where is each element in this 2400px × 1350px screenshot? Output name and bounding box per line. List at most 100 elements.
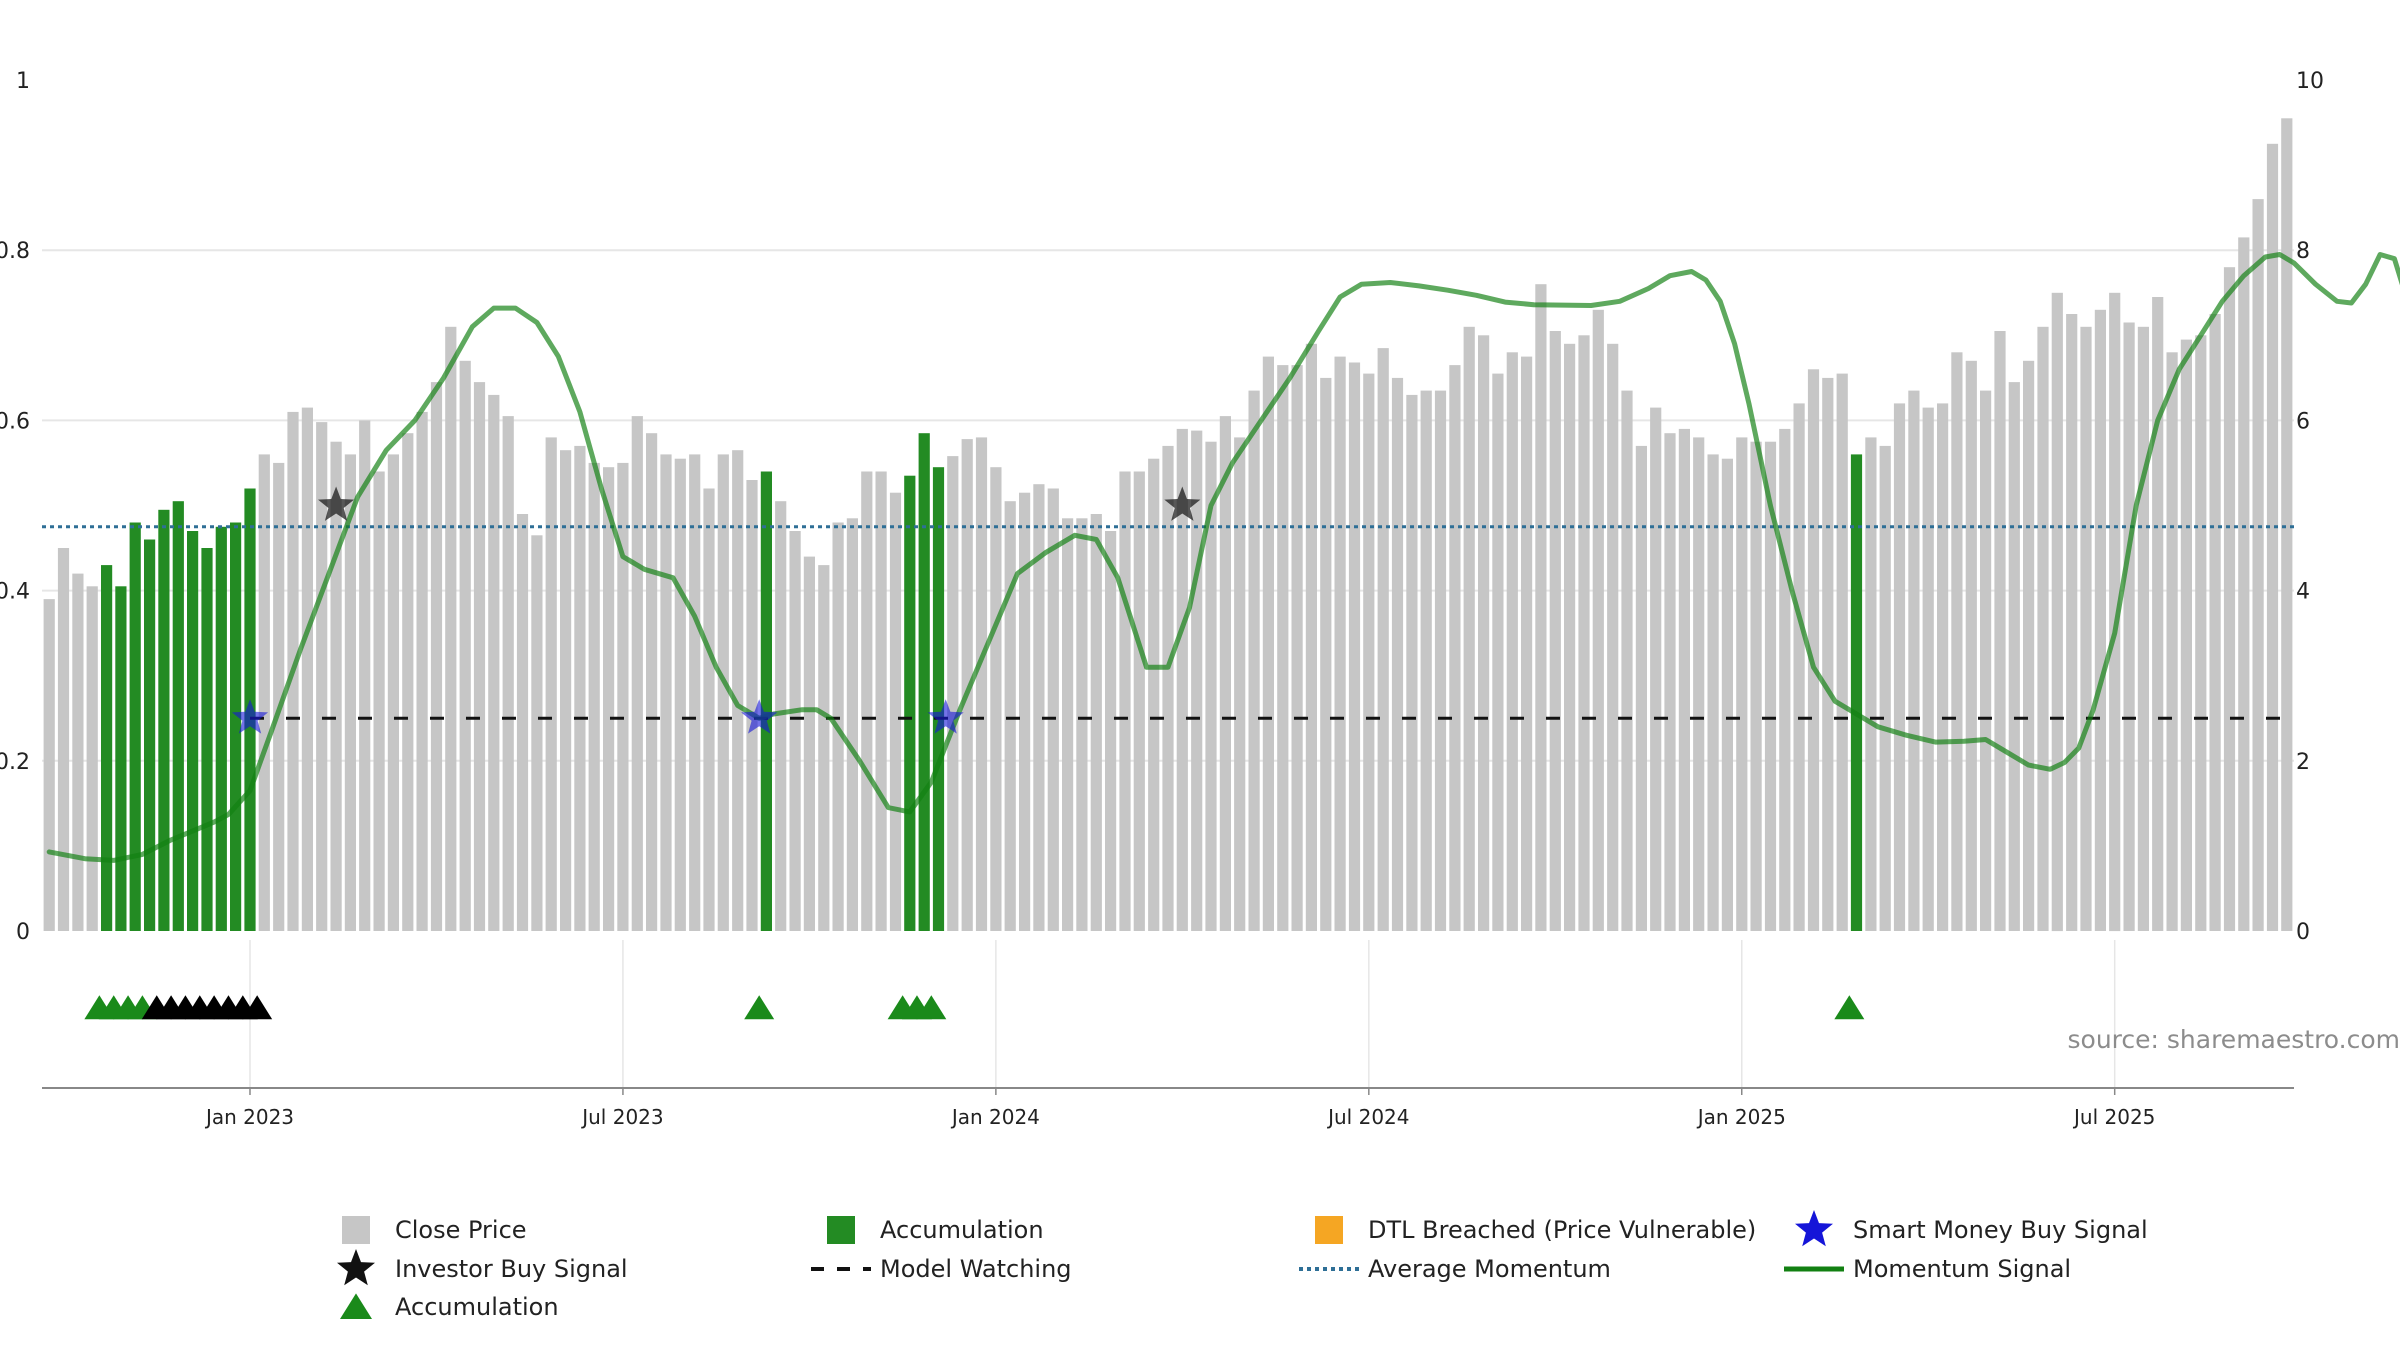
price-bar bbox=[1434, 390, 1447, 932]
price-bar bbox=[1148, 458, 1160, 931]
price-bar bbox=[1922, 407, 1934, 932]
price-bar bbox=[646, 433, 658, 931]
price-bar bbox=[1305, 343, 1317, 931]
price-bar bbox=[588, 462, 600, 931]
x-tick-label: Jul 2023 bbox=[580, 1105, 663, 1129]
price-bar bbox=[1822, 377, 1834, 931]
price-bar bbox=[861, 471, 873, 931]
legend-item: DTL Breached (Price Vulnerable) bbox=[1315, 1216, 1756, 1244]
accumulation-triangle bbox=[242, 995, 273, 1020]
legend-label: Accumulation bbox=[395, 1293, 559, 1321]
price-bar bbox=[1664, 433, 1676, 931]
price-bar bbox=[86, 586, 98, 931]
right-tick-label: 10 bbox=[2296, 69, 2324, 94]
smart-money-buy-star bbox=[927, 699, 964, 734]
legend-label: DTL Breached (Price Vulnerable) bbox=[1368, 1216, 1756, 1244]
price-bar bbox=[1750, 441, 1762, 931]
price-bar bbox=[2037, 326, 2049, 931]
left-tick-label: 0.4 bbox=[0, 580, 30, 605]
x-tick-label: Jan 2024 bbox=[950, 1105, 1040, 1129]
price-bar bbox=[1764, 441, 1777, 931]
source-label: source: sharemaestro.com bbox=[2068, 1025, 2400, 1054]
accumulation-bar bbox=[115, 586, 127, 931]
investor-buy-star bbox=[318, 486, 355, 521]
price-bar bbox=[57, 548, 70, 931]
accumulation-bar bbox=[932, 467, 945, 931]
x-axis-ticks: Jan 2023 Jul 2023 Jan 2024 Jul 2024 Jan 2025… bbox=[204, 1088, 2155, 1129]
price-bar bbox=[1793, 403, 1805, 931]
price-bar bbox=[990, 467, 1002, 931]
price-bar bbox=[2066, 314, 2078, 931]
price-bar bbox=[1162, 445, 1174, 931]
accumulation-bar bbox=[158, 509, 170, 931]
legend-item: Accumulation bbox=[340, 1293, 559, 1321]
price-bar bbox=[373, 471, 385, 931]
x-tick-label: Jul 2024 bbox=[1326, 1105, 1409, 1129]
accumulation-triangle bbox=[744, 995, 775, 1020]
price-bar bbox=[1721, 458, 1733, 931]
legend-item: Accumulation bbox=[827, 1216, 1044, 1244]
accumulation-bar bbox=[172, 501, 184, 931]
price-bar bbox=[1176, 428, 1188, 931]
price-bar bbox=[301, 407, 313, 932]
price-bar bbox=[1707, 454, 1719, 931]
price-bar bbox=[387, 454, 399, 931]
price-bar bbox=[516, 514, 529, 931]
legend-label: Close Price bbox=[395, 1216, 527, 1244]
price-bar bbox=[1549, 331, 1561, 931]
price-bar bbox=[2223, 267, 2236, 931]
price-bar bbox=[1908, 390, 1920, 932]
price-bar bbox=[1492, 373, 1504, 932]
signal-lines bbox=[42, 252, 2400, 863]
legend-star-investor bbox=[337, 1249, 375, 1286]
x-tick-label: Jul 2025 bbox=[2072, 1105, 2155, 1129]
price-bar bbox=[1635, 445, 1647, 931]
price-bar bbox=[717, 454, 729, 931]
price-bar bbox=[2166, 352, 2178, 931]
accumulation-bar bbox=[201, 548, 213, 931]
price-bar bbox=[2281, 118, 2293, 932]
price-bar bbox=[975, 437, 988, 931]
legend-star-smart-money bbox=[1795, 1210, 1833, 1247]
legend: Close Price Accumulation DTL Breached (Pri… bbox=[337, 1210, 2148, 1321]
price-bar bbox=[2094, 309, 2106, 931]
legend-swatch-dtl-breached bbox=[1315, 1216, 1343, 1244]
legend-label: Average Momentum bbox=[1368, 1255, 1611, 1283]
price-bar bbox=[2008, 382, 2020, 932]
price-bar bbox=[402, 433, 414, 931]
price-bar bbox=[1592, 309, 1604, 931]
price-bar bbox=[43, 599, 55, 931]
price-bar bbox=[1090, 514, 1102, 931]
price-bar bbox=[961, 439, 973, 931]
right-tick-label: 2 bbox=[2296, 750, 2310, 775]
legend-item: Model Watching bbox=[811, 1255, 1072, 1283]
left-tick-label: 0 bbox=[16, 920, 30, 945]
accumulation-bar bbox=[129, 522, 141, 931]
price-bar bbox=[617, 462, 629, 931]
price-bar bbox=[2195, 335, 2207, 931]
price-bar bbox=[2137, 326, 2149, 931]
accumulation-bar bbox=[918, 433, 930, 931]
price-bar bbox=[1807, 369, 1820, 931]
legend-item: Close Price bbox=[342, 1216, 527, 1244]
legend-item: Investor Buy Signal bbox=[337, 1249, 628, 1286]
price-bar bbox=[1478, 335, 1490, 931]
legend-label: Momentum Signal bbox=[1853, 1255, 2071, 1283]
price-bar bbox=[1234, 437, 1246, 931]
price-bar bbox=[502, 416, 514, 932]
price-bar bbox=[1578, 335, 1590, 931]
price-bar bbox=[1277, 365, 1289, 932]
price-bar bbox=[1521, 356, 1533, 932]
price-bar bbox=[488, 394, 500, 931]
price-bar bbox=[889, 492, 902, 931]
price-bar bbox=[72, 573, 84, 931]
x-tick-label: Jan 2023 bbox=[204, 1105, 294, 1129]
price-bar bbox=[732, 450, 744, 931]
price-bar bbox=[803, 556, 815, 931]
price-bar bbox=[316, 422, 328, 931]
price-bar bbox=[1678, 428, 1690, 931]
legend-item: Average Momentum bbox=[1299, 1255, 1611, 1283]
price-bar bbox=[560, 450, 572, 931]
price-bar bbox=[416, 411, 428, 931]
